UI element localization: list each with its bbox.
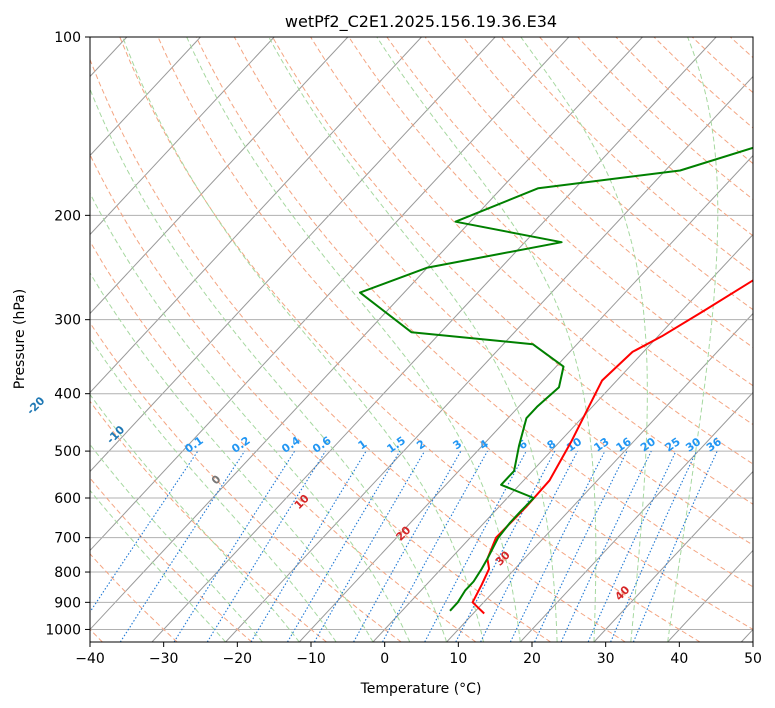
dry-adiabat-line [90,400,327,642]
moist-adiabat-line [520,37,648,642]
dry-adiabat-line [90,553,178,642]
mixing-ratio-line [610,450,697,642]
mixing-ratio-line [382,450,488,642]
isotherm-line [151,37,717,642]
y-axis-label: Pressure (hPa) [12,289,28,389]
dry-adiabat-line [119,37,701,642]
dry-adiabat-lines [90,37,753,642]
moist-adiabat-line [667,37,719,642]
dry-adiabat-line [90,321,402,642]
y-axis: 100 200 300 400 500 600 700 800 900 1000 [45,30,90,638]
y-tick-label: 600 [54,491,81,507]
y-tick-label: 400 [54,387,81,403]
mixing-ratio-line [455,450,556,642]
mixing-ratio-line [173,450,296,642]
moist-adiabat-line [186,37,521,642]
x-axis: −40 −30 −20 −10 0 10 20 30 40 50 [75,642,762,667]
isotherm-line [90,37,643,631]
dry-adiabat-line [310,37,753,465]
isotherm-line [90,37,496,473]
mixing-ratio-line [560,450,652,642]
x-tick-label: −30 [149,651,179,667]
moist-adiabat-line [90,489,226,642]
isotherm-line [446,312,753,642]
x-tick-label: 50 [744,651,762,667]
dry-adiabat-line [90,240,477,642]
y-tick-label: 1000 [45,622,81,638]
dry-adiabat-line [424,37,753,349]
pressure-gridlines [90,37,753,630]
mixing-ratio-line [206,450,326,642]
mixing-ratio-line [424,450,527,642]
y-tick-label: 100 [54,30,81,46]
chart-title: wetPf2_C2E1.2025.156.19.36.E34 [285,12,557,32]
mixing-ratio-line [534,450,628,642]
y-tick-label: 200 [54,208,81,224]
x-tick-label: 30 [597,651,615,667]
x-tick-label: 10 [449,651,467,667]
isotherm-line [593,470,753,642]
moist-adiabat-line [268,37,558,642]
isotherm-line [90,37,201,157]
moist-adiabat-line [90,271,374,642]
moist-adiabat-line [90,393,300,642]
isotherm-line [519,391,753,642]
plot-frame [89,36,754,643]
mixing-ratio-lines [90,450,718,642]
x-tick-label: −40 [75,651,105,667]
isotherm-line [90,37,570,552]
x-tick-label: 20 [523,651,541,667]
dry-adiabat-line [233,37,753,546]
y-tick-label: 300 [54,313,81,329]
x-tick-label: 0 [380,651,389,667]
isotherm-line [225,75,753,642]
mixing-ratio-line [480,450,579,642]
x-tick-label: −20 [223,651,253,667]
dry-adiabat-line [272,37,753,505]
y-tick-label: 500 [54,444,81,460]
mixing-ratio-line [632,450,718,642]
mixing-ratio-line [250,450,367,642]
sounding-series [359,146,753,615]
moist-adiabat-lines [90,37,719,642]
y-tick-label: 900 [54,595,81,611]
y-tick-label: 800 [54,565,81,581]
moist-adiabat-line [376,37,597,642]
dry-adiabat-line [90,58,626,642]
dewpoint-profile-line [359,146,753,612]
isotherm-line [90,37,422,394]
dry-adiabat-line [348,37,753,426]
moist-adiabat-line [90,337,337,642]
x-tick-label: −10 [296,651,326,667]
x-tick-label: 40 [670,651,688,667]
isotherm-line [90,37,275,236]
x-axis-label: Temperature (°C) [360,681,482,697]
mixing-ratio-line [119,450,246,642]
dry-adiabat-line [462,37,753,311]
y-tick-label: 700 [54,531,81,547]
moist-adiabat-line [122,37,484,642]
isotherm-line [90,37,349,315]
mixing-ratio-line [353,450,462,642]
dry-adiabat-line [157,37,753,630]
dry-adiabat-line [90,477,253,642]
dry-adiabat-line [90,153,551,642]
moist-adiabat-line [90,87,448,642]
moist-adiabat-line [90,192,411,642]
mixing-ratio-line [587,450,677,642]
moist-adiabat-line [90,443,263,642]
